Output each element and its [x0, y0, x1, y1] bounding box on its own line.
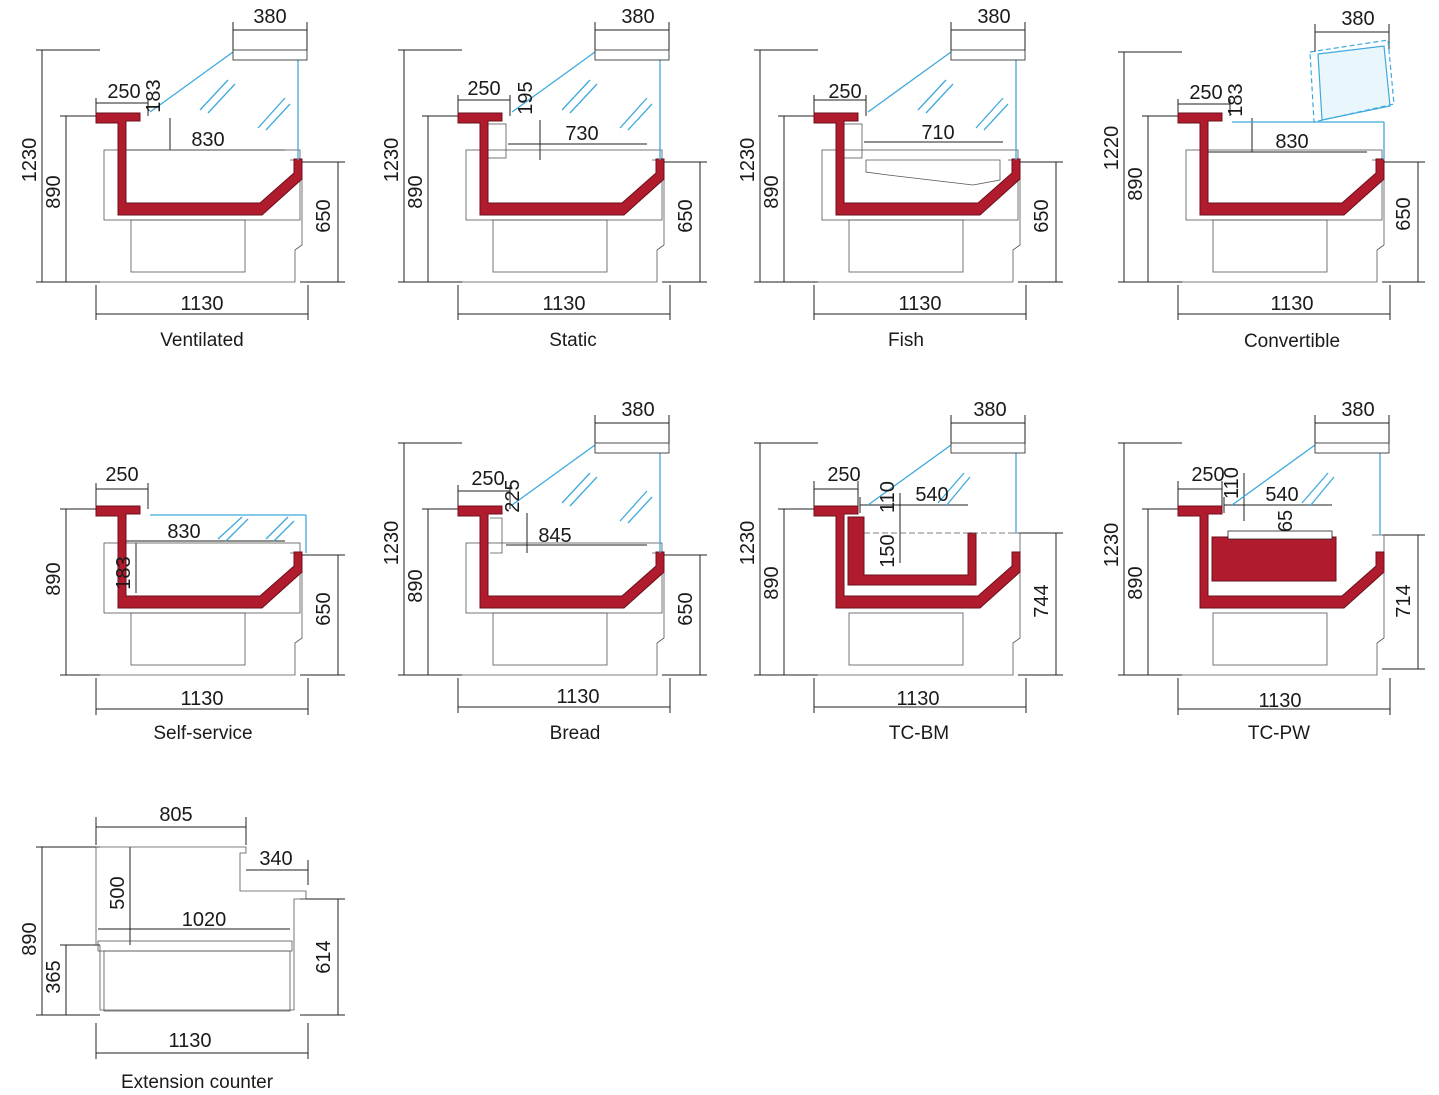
caption-static: Static: [549, 330, 597, 351]
dim-low-height: 365: [43, 960, 65, 993]
dim-counter-height: 890: [761, 175, 783, 208]
dim-width: 1130: [168, 1030, 211, 1052]
dim-counter-height: 890: [761, 566, 783, 599]
dim-height-a: 195: [515, 81, 537, 114]
dim-rear-height: 650: [1393, 197, 1415, 230]
drawing-tc-pw: 380 250 110 540 65 1230 890 714 1130: [1101, 399, 1425, 715]
dim-height-a: 183: [1225, 83, 1247, 116]
dim-inner: 845: [538, 525, 571, 547]
dim-top: 805: [159, 804, 192, 826]
dim-h110: 110: [1221, 467, 1243, 499]
dim-width: 1130: [1258, 690, 1301, 712]
dim-counter-height: 890: [1125, 566, 1147, 599]
dim-h65: 65: [1275, 510, 1297, 532]
caption-fish: Fish: [888, 330, 924, 351]
dim-top: 380: [621, 6, 654, 28]
dim-counter-height: 890: [405, 175, 427, 208]
dim-width: 1130: [542, 293, 585, 315]
dim-height-a: 225: [502, 479, 524, 512]
dim-total-height: 1230: [19, 138, 41, 183]
dim-top: 380: [253, 6, 286, 28]
dim-inner: 540: [1265, 484, 1298, 506]
dim-shelf: 250: [107, 81, 140, 103]
dim-width: 1130: [898, 293, 941, 315]
caption-bread: Bread: [549, 723, 601, 744]
drawing-fish: 380 250 710 1230 890 650 1130: [737, 6, 1063, 320]
drawing-extension-counter: 805 340 500 1020 890 365 614 1130: [19, 804, 345, 1059]
drawing-self-service: 250 830 183 890 650 1130: [43, 464, 345, 715]
caption-tc-pw: TC-PW: [1247, 723, 1311, 744]
dim-width: 1130: [1270, 293, 1313, 315]
dim-rear-height: 714: [1393, 584, 1415, 617]
drawing-ventilated: 380 250 183 830 1230 890 650 1130: [19, 6, 345, 320]
dim-top: 380: [973, 399, 1006, 421]
dim-shelf: 250: [1189, 82, 1222, 104]
dim-shelf: 250: [1191, 464, 1224, 486]
dim-total-height: 1230: [1101, 523, 1123, 568]
drawing-static: 380 250 195 730 1230 890 650 1130: [381, 6, 707, 320]
dim-counter-height: 890: [43, 175, 65, 208]
dim-inner: 1020: [182, 909, 227, 931]
dim-inner: 830: [1275, 131, 1308, 153]
dim-width: 1130: [180, 688, 223, 710]
dim-inner: 830: [167, 521, 200, 543]
dim-total-height: 1220: [1101, 126, 1123, 171]
dim-inner: 730: [565, 123, 598, 145]
dim-top: 380: [977, 6, 1010, 28]
caption-convertible: Convertible: [1243, 331, 1341, 352]
dim-total-height: 890: [19, 922, 41, 955]
dim-counter-height: 890: [405, 569, 427, 602]
dim-counter-height: 890: [43, 562, 65, 595]
dim-h150: 150: [877, 534, 899, 567]
dim-total-height: 1230: [381, 138, 403, 183]
dim-rear-height: 650: [313, 199, 335, 232]
dim-height-a: 183: [113, 556, 135, 589]
dim-rear-height: 650: [675, 199, 697, 232]
dim-rear-height: 744: [1031, 584, 1053, 617]
caption-tc-bm: TC-BM: [888, 723, 950, 744]
dim-total-height: 1230: [737, 138, 759, 183]
dim-inner: 830: [191, 129, 224, 151]
dim-height-a: 183: [143, 79, 165, 112]
dim-top: 380: [1341, 399, 1374, 421]
caption-ventilated: Ventilated: [160, 330, 244, 351]
dim-rear-height: 650: [675, 592, 697, 625]
dim-total-height: 1230: [737, 521, 759, 566]
dim-counter-height: 890: [1125, 167, 1147, 200]
drawing-convertible: 380 250 183 830 1220 890 650 1130: [1101, 8, 1425, 320]
dim-width: 1130: [896, 688, 939, 710]
dim-rear-height: 650: [1031, 199, 1053, 232]
dim-rear-height: 614: [313, 940, 335, 973]
dim-top: 380: [621, 399, 654, 421]
dim-width: 1130: [556, 686, 599, 708]
dim-shelf: 250: [467, 78, 500, 100]
dim-rear-height: 650: [313, 592, 335, 625]
dim-inner: 710: [921, 122, 954, 144]
dim-shelf: 250: [828, 81, 861, 103]
drawing-tc-bm: 380 250 110 540 150 1230 890 744 1130: [737, 399, 1063, 713]
dim-h500: 500: [107, 876, 129, 909]
dim-top: 380: [1341, 8, 1374, 30]
drawing-bread: 380 250 225 845 1230 890 650 1130: [381, 399, 707, 713]
dim-width: 1130: [180, 293, 223, 315]
dim-shelf: 250: [827, 464, 860, 486]
dim-step: 340: [259, 848, 292, 870]
dim-shelf: 250: [471, 468, 504, 490]
dim-inner: 540: [915, 484, 948, 506]
dim-h110: 110: [877, 481, 899, 513]
dim-shelf: 250: [105, 464, 138, 486]
caption-self-service: Self-service: [153, 723, 253, 744]
dim-total-height: 1230: [381, 521, 403, 566]
caption-extension-counter: Extension counter: [120, 1072, 274, 1093]
